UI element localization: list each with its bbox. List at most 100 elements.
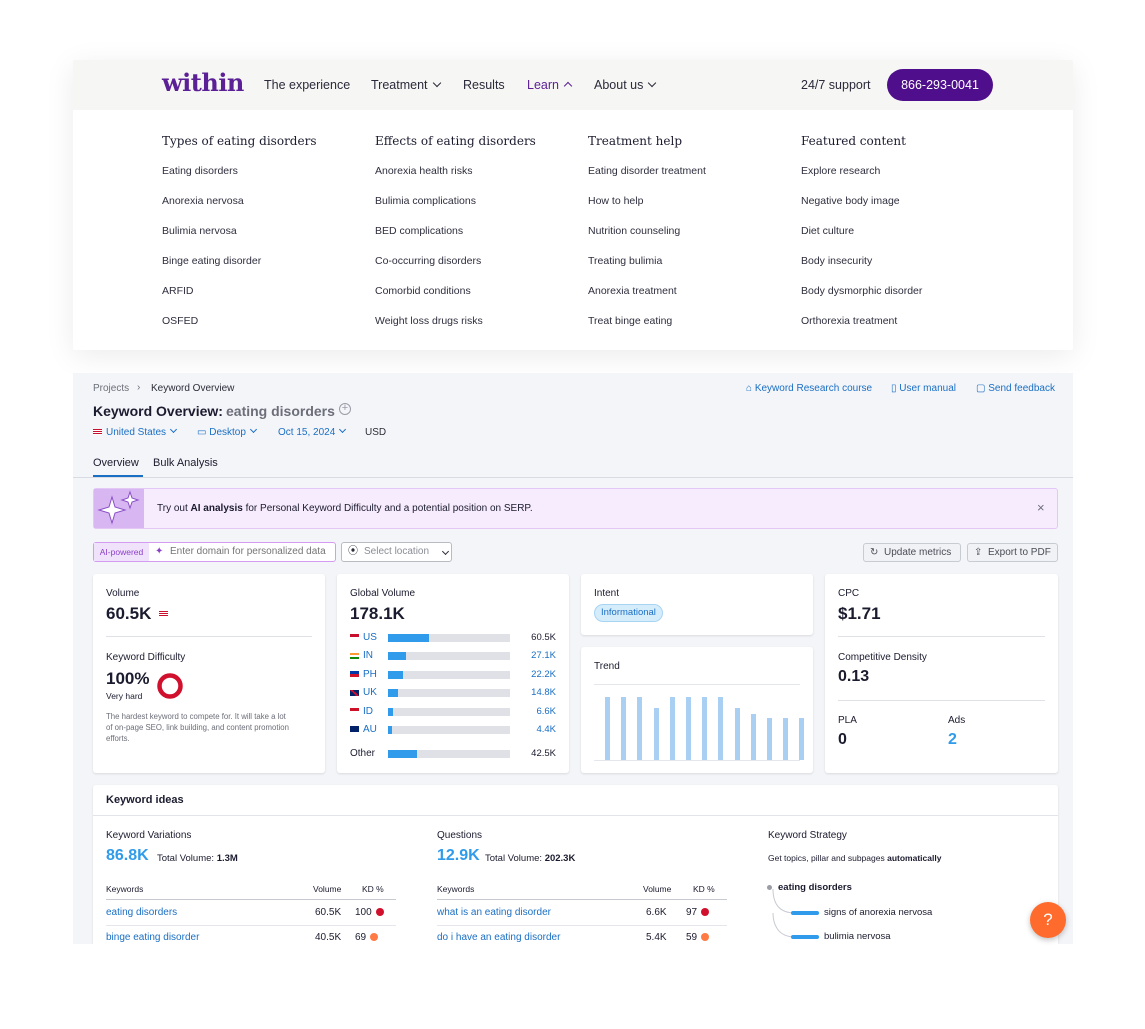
menu-link[interactable]: Bulimia complications [375,195,476,207]
research-course-link[interactable]: ⌂ Keyword Research course [746,383,873,394]
menu-link[interactable]: Explore research [801,165,881,177]
within-logo[interactable]: within [162,68,244,97]
strategy-root-topic[interactable]: eating disorders [778,882,852,893]
tab-overview[interactable]: Overview [93,457,139,469]
menu-link[interactable]: Bulimia nervosa [162,225,237,237]
date-filter[interactable]: Oct 15, 2024 [278,425,347,438]
country-ph[interactable]: PH [350,669,377,680]
menu-link[interactable]: Treating bulimia [588,255,663,267]
active-tab-indicator [93,475,143,477]
country-volume[interactable]: 4.4K [536,724,556,735]
banner-text: Try out AI analysis for Personal Keyword… [157,503,533,514]
volume-value: 60.5K [106,604,152,623]
trend-baseline [594,760,800,761]
close-icon[interactable]: × [1037,500,1045,515]
questions-count[interactable]: 12.9K [437,847,480,864]
device-filter[interactable]: ▭ Desktop [197,425,257,438]
country-bar-fill [388,670,403,679]
menu-link[interactable]: Treat binge eating [588,315,673,327]
menu-link[interactable]: Binge eating disorder [162,255,262,267]
country-volume[interactable]: 22.2K [531,668,556,680]
strategy-description: Get topics, pillar and subpages automati… [768,853,942,863]
menu-link[interactable]: Body dysmorphic disorder [801,285,923,297]
country-bar [388,750,510,759]
breadcrumb-projects[interactable]: Projects [93,383,130,394]
country-bar-fill [388,652,406,661]
trend-panel: Trend [581,647,813,773]
location-pin-icon: ⦿ [348,546,358,557]
trend-chart [594,684,805,760]
country-volume[interactable]: 14.8K [531,687,556,699]
menu-heading: Effects of eating disorders [375,134,536,148]
menu-link[interactable]: Weight loss drugs risks [375,315,483,327]
menu-link[interactable]: Negative body image [801,195,900,207]
menu-link[interactable]: Body insecurity [801,255,873,267]
book-icon: ▯ [891,383,900,394]
country-bar [388,670,510,679]
menu-link[interactable]: Anorexia health risks [375,165,473,177]
country-volume[interactable]: 27.1K [531,650,556,662]
help-button[interactable]: ? [1030,902,1066,938]
country-in[interactable]: IN [350,650,373,661]
menu-link[interactable]: Anorexia nervosa [162,195,244,207]
nav-the-experience[interactable]: The experience [264,78,351,92]
ads-label: Ads [948,715,966,726]
phone-button[interactable]: 866-293-0041 [887,69,993,101]
variations-count[interactable]: 86.8K [106,847,149,864]
country-filter[interactable]: United States [93,425,178,438]
tab-bulk-analysis[interactable]: Bulk Analysis [153,457,218,469]
strategy-child-topic[interactable]: signs of anorexia nervosa [824,907,933,918]
us-flag-icon [93,429,102,436]
chevron-down-icon [170,425,178,434]
menu-link[interactable]: OSFED [162,315,199,327]
menu-link[interactable]: Eating disorder treatment [588,165,706,177]
country-us[interactable]: US [350,632,377,643]
column-header-keywords: Keywords [106,884,144,894]
send-feedback-link[interactable]: ▢ Send feedback [976,383,1055,394]
country-volume[interactable]: 6.6K [536,705,556,717]
table-row-divider [437,925,727,926]
nav-results[interactable]: Results [463,78,505,92]
trend-bar [686,697,691,760]
menu-link[interactable]: Diet culture [801,225,855,237]
menu-link[interactable]: How to help [588,195,644,207]
country-volume: 42.5K [531,748,556,760]
column-header-volume: Volume [313,884,342,894]
country-id[interactable]: ID [350,706,373,717]
menu-link[interactable]: ARFID [162,285,194,297]
nav-treatment[interactable]: Treatment [371,78,441,92]
keyword-link[interactable]: binge eating disorder [106,932,200,943]
keyword-link[interactable]: what is an eating disorder [437,907,551,918]
domain-input[interactable] [170,544,332,559]
nav-learn[interactable]: Learn [527,78,573,92]
trend-bar [653,708,659,760]
update-metrics-button[interactable]: ↻ Update metrics [863,543,961,562]
country-bar [388,707,510,716]
id-flag-icon [350,707,359,714]
location-select[interactable]: ⦿ Select location [341,542,452,562]
page-title: Keyword Overview: [93,403,223,419]
export-pdf-button[interactable]: ⇪ Export to PDF [967,543,1058,562]
menu-link[interactable]: BED complications [375,225,464,237]
country-uk[interactable]: UK [350,687,377,698]
strategy-child-topic[interactable]: bulimia nervosa [824,931,891,942]
keyword-link[interactable]: eating disorders [106,907,178,918]
add-keyword-icon[interactable]: + [339,403,351,415]
ads-value[interactable]: 2 [948,731,957,748]
menu-link[interactable]: Nutrition counseling [588,225,681,237]
ai-analysis-link[interactable]: AI analysis [190,503,243,514]
trend-bar [637,697,643,760]
menu-link[interactable]: Orthorexia treatment [801,315,898,327]
menu-link[interactable]: Eating disorders [162,165,238,177]
menu-link[interactable]: Co-occurring disorders [375,255,482,267]
trend-bar [799,718,805,760]
global-volume-value: 178.1K [350,604,405,623]
user-manual-link[interactable]: ▯ User manual [891,383,956,394]
country-au[interactable]: AU [350,724,377,735]
keyword-link[interactable]: do i have an eating disorder [437,932,561,943]
menu-link[interactable]: Comorbid conditions [375,285,471,297]
menu-link[interactable]: Anorexia treatment [588,285,677,297]
nav-about-us[interactable]: About us [594,78,657,92]
support-link[interactable]: 24/7 support [801,78,871,92]
keyword-ideas-panel: Keyword ideas Keyword Variations 86.8K T… [93,785,1058,944]
